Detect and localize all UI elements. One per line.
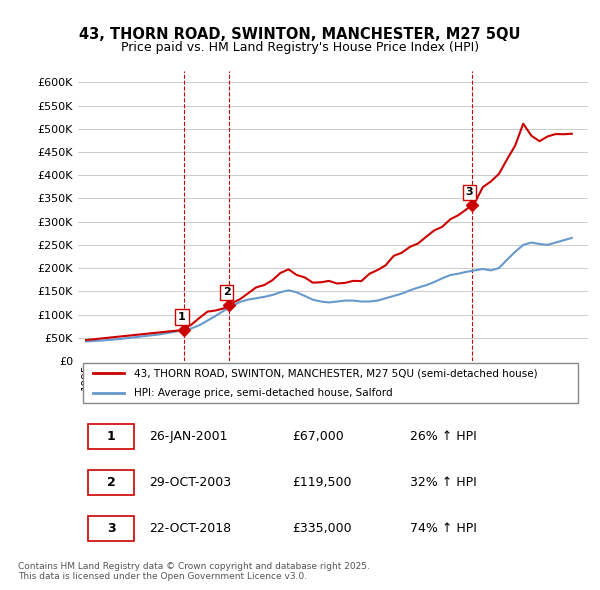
Text: £119,500: £119,500 <box>292 476 352 489</box>
Text: 32% ↑ HPI: 32% ↑ HPI <box>409 476 476 489</box>
FancyBboxPatch shape <box>88 516 134 541</box>
FancyBboxPatch shape <box>88 424 134 449</box>
Text: £67,000: £67,000 <box>292 430 344 442</box>
Text: 3: 3 <box>466 188 473 198</box>
Text: 43, THORN ROAD, SWINTON, MANCHESTER, M27 5QU: 43, THORN ROAD, SWINTON, MANCHESTER, M27… <box>79 27 521 41</box>
Text: 29-OCT-2003: 29-OCT-2003 <box>149 476 232 489</box>
Text: 74% ↑ HPI: 74% ↑ HPI <box>409 522 476 535</box>
Text: 26-JAN-2001: 26-JAN-2001 <box>149 430 228 442</box>
Text: 2: 2 <box>107 476 116 489</box>
Text: 26% ↑ HPI: 26% ↑ HPI <box>409 430 476 442</box>
Text: 2: 2 <box>223 287 230 297</box>
Text: Contains HM Land Registry data © Crown copyright and database right 2025.
This d: Contains HM Land Registry data © Crown c… <box>18 562 370 581</box>
Text: Price paid vs. HM Land Registry's House Price Index (HPI): Price paid vs. HM Land Registry's House … <box>121 41 479 54</box>
FancyBboxPatch shape <box>88 470 134 495</box>
FancyBboxPatch shape <box>83 363 578 404</box>
Text: 22-OCT-2018: 22-OCT-2018 <box>149 522 232 535</box>
Text: 43, THORN ROAD, SWINTON, MANCHESTER, M27 5QU (semi-detached house): 43, THORN ROAD, SWINTON, MANCHESTER, M27… <box>134 368 538 378</box>
Text: 1: 1 <box>178 312 186 322</box>
Text: HPI: Average price, semi-detached house, Salford: HPI: Average price, semi-detached house,… <box>134 388 393 398</box>
Text: 3: 3 <box>107 522 115 535</box>
Text: 1: 1 <box>107 430 116 442</box>
Text: £335,000: £335,000 <box>292 522 352 535</box>
